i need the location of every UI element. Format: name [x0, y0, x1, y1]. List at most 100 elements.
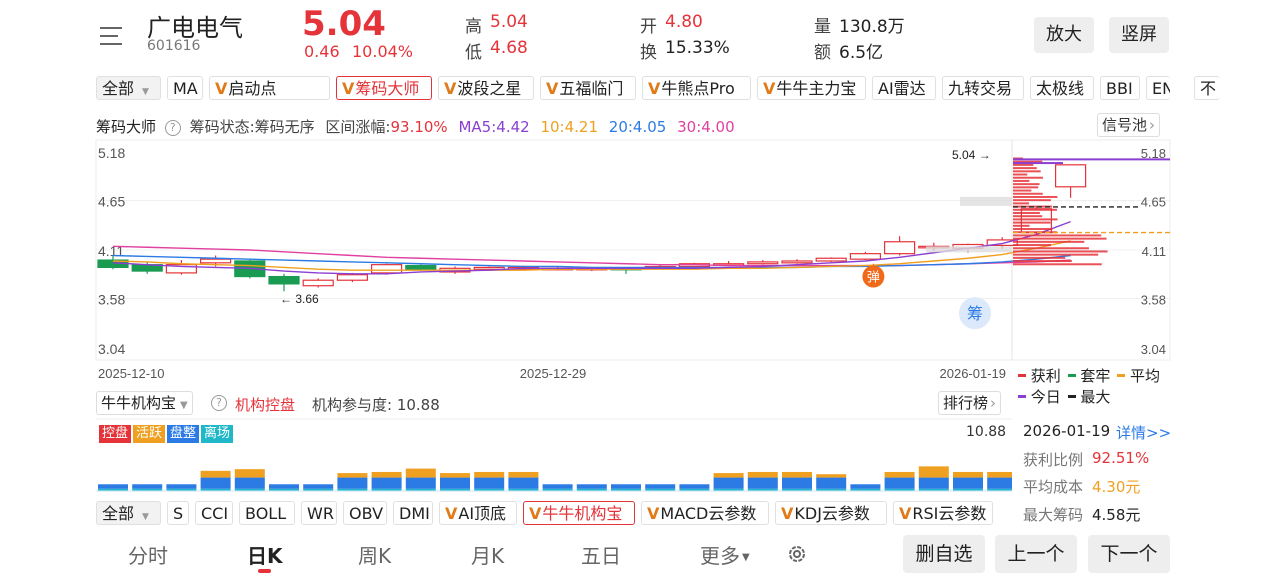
tab-daily-k[interactable]: 日K [247, 544, 283, 568]
v-badge-icon: V [445, 504, 458, 523]
previous-stock-button[interactable]: 上一个 [995, 535, 1077, 573]
sub-bar-active [953, 471, 983, 478]
legend-today-swatch [1018, 395, 1026, 398]
chip-bar-profit [1013, 211, 1040, 214]
indicator-chip-0[interactable]: MA [167, 76, 203, 100]
v-badge-icon: V [546, 79, 559, 98]
help-icon[interactable]: ? [211, 395, 227, 411]
price-band [960, 196, 1012, 206]
sub-indicator-selector[interactable]: 牛牛机构宝 ▼ [96, 391, 193, 415]
sub-bar-exit [713, 488, 744, 491]
profit-ratio-label: 获利比例 [1023, 451, 1084, 469]
indicator-chip-12[interactable]: 不 [1194, 76, 1220, 100]
indicator-all-dropdown[interactable]: 全部 ▼ [96, 76, 161, 100]
sub-indicator-chip-8[interactable]: VMACD云参数 [641, 501, 769, 525]
ranking-button[interactable]: 排行榜 › [938, 391, 1002, 415]
chip-bar-profit [1013, 250, 1108, 253]
sub-indicator-chip-label: 牛牛机构宝 [542, 504, 623, 523]
volume-value: 130.8万 [839, 17, 905, 37]
sub-indicator-chip-1[interactable]: CCI [195, 501, 233, 525]
indicator-chip-10[interactable]: BBI [1100, 76, 1140, 100]
sub-bar-exit [918, 488, 949, 491]
kline-chart[interactable]: 5.18 5.18 4.65 4.65 4.11 4.11 3.58 3.58 3.04 3.04… [0, 138, 1266, 388]
ma5-line [112, 220, 1071, 275]
zoom-button[interactable]: 放大 [1034, 17, 1094, 53]
tab-intraday[interactable]: 分时 [128, 544, 168, 568]
sub-bar-exit [474, 488, 505, 491]
chip-bar-profit [1013, 202, 1030, 205]
sub-indicator-chip-6[interactable]: VAI顶底 [439, 501, 517, 525]
participation-value: 机构参与度: 10.88 [312, 396, 440, 414]
max-chip-label: 最大筹码 [1023, 506, 1084, 524]
chip-price-tick-label: 4.11 [1142, 244, 1166, 259]
institution-bar-chart[interactable] [0, 418, 1012, 494]
sub-bar-consolidate [816, 477, 847, 489]
chip-badge-label: 筹 [967, 304, 983, 323]
indicator-chip-4[interactable]: V五福临门 [540, 76, 636, 100]
indicator-chip-1[interactable]: V启动点 [209, 76, 330, 100]
chip-bar-profit [1013, 224, 1030, 227]
date-tick-label: 2025-12-29 [520, 366, 587, 381]
chip-legend: 获利 套牢 平均 今日 最大 [1018, 366, 1168, 408]
tab-weekly-k[interactable]: 周K [358, 544, 392, 568]
sub-bar-active [782, 471, 812, 478]
sub-bar-consolidate [508, 477, 539, 489]
profit-ratio-value: 92.51% [1092, 449, 1150, 467]
indicator-chip-6[interactable]: V牛牛主力宝 [757, 76, 866, 100]
caret-down-icon: ▼ [142, 512, 149, 522]
details-link[interactable]: 详情>> [1116, 424, 1172, 442]
indicator-chip-label: BBI [1106, 79, 1133, 98]
signal-pool-button[interactable]: 信号池 › [1097, 113, 1161, 137]
sub-bar-active [884, 471, 915, 478]
low-price-marker: ← 3.66 [280, 292, 319, 306]
tab-five-day[interactable]: 五日 [581, 544, 621, 568]
indicator-chip-5[interactable]: V牛熊点Pro [642, 76, 751, 100]
settings-gear-icon[interactable] [786, 543, 808, 565]
sub-bar-consolidate [987, 477, 1012, 489]
v-badge-icon: V [781, 504, 794, 523]
sub-indicator-chip-9[interactable]: VKDJ云参数 [775, 501, 887, 525]
sub-bar-exit [679, 488, 710, 491]
sub-indicator-chip-4[interactable]: OBV [343, 501, 387, 525]
menu-icon[interactable] [100, 27, 122, 45]
sub-indicator-chip-3[interactable]: WR [301, 501, 337, 525]
portrait-button[interactable]: 竖屏 [1109, 17, 1169, 53]
turnover-label: 换 [640, 43, 657, 63]
chip-bar-profit [1013, 195, 1058, 198]
v-badge-icon: V [899, 504, 912, 523]
sub-indicator-chip-2[interactable]: BOLL [239, 501, 295, 525]
signal-pool-label: 信号池 [1102, 116, 1148, 134]
indicator-chip-2[interactable]: V筹码大师 [336, 76, 432, 100]
candle-up [302, 279, 334, 287]
amount-value: 6.5亿 [839, 43, 884, 63]
v-badge-icon: V [529, 504, 542, 523]
high-label: 高 [465, 17, 482, 37]
sub-bar-exit [98, 488, 128, 491]
tab-monthly-k[interactable]: 月K [471, 544, 505, 568]
sub-indicator-chip-5[interactable]: DMI [393, 501, 433, 525]
sub-indicator-all-dropdown[interactable]: 全部 ▼ [96, 501, 161, 525]
sub-indicator-chip-10[interactable]: VRSI云参数 [893, 501, 993, 525]
chip-bar-profit [1013, 192, 1043, 195]
sub-indicator-chip-0[interactable]: S [167, 501, 189, 525]
delete-watchlist-button[interactable]: 删自选 [903, 535, 985, 573]
chip-bar-profit [1013, 183, 1040, 186]
indicator-chip-11[interactable]: ENE [1146, 76, 1170, 100]
tab-more[interactable]: 更多 ▼ [700, 540, 750, 569]
sub-bar-consolidate [850, 484, 881, 489]
sub-indicator-chip-7[interactable]: V牛牛机构宝 [523, 501, 635, 525]
help-icon[interactable]: ? [164, 120, 181, 136]
ma5-value: MA5:4.42 [458, 118, 530, 136]
indicator-chip-3[interactable]: V波段之星 [438, 76, 534, 100]
indicator-chip-9[interactable]: 太极线 [1030, 76, 1094, 100]
price-tick-label: 5.18 [98, 145, 125, 161]
main-chart-header: 筹码大师 ? 筹码状态:筹码无序 区间涨幅:93.10% MA5:4.42 10… [96, 116, 735, 137]
indicator-chip-7[interactable]: AI雷达 [872, 76, 936, 100]
indicator-chip-label: 不 [1200, 79, 1217, 98]
indicator-chip-label: 牛熊点Pro [661, 79, 735, 98]
sub-bar-active [713, 473, 744, 478]
chip-status: 筹码状态:筹码无序 [189, 118, 315, 136]
indicator-chip-8[interactable]: 九转交易 [942, 76, 1024, 100]
sub-bar-consolidate [645, 484, 676, 489]
next-stock-button[interactable]: 下一个 [1088, 535, 1170, 573]
